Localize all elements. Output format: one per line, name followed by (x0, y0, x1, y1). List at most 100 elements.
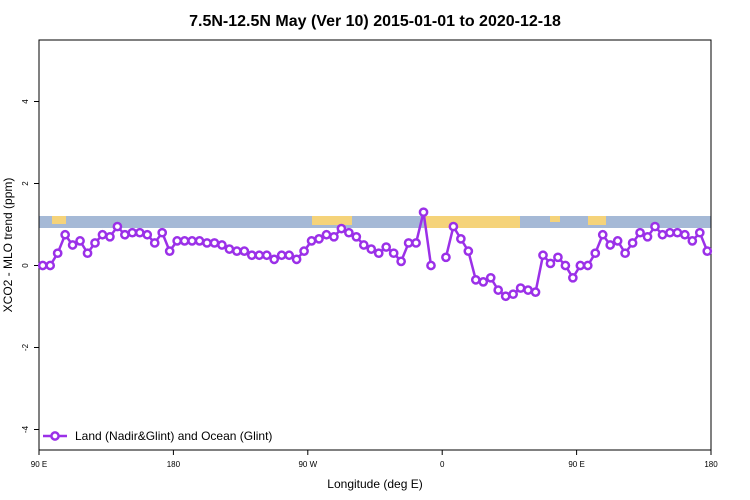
point (366, 244, 377, 254)
y-axis-label: XCO2 - MLO trend (ppm) (1, 178, 15, 313)
legend-marker (50, 431, 60, 441)
point (702, 246, 713, 256)
point (37, 260, 48, 271)
point (456, 234, 466, 244)
point (299, 246, 309, 256)
point (612, 236, 623, 246)
point (642, 231, 653, 242)
point (112, 221, 123, 232)
point (672, 227, 683, 238)
point (127, 227, 138, 238)
point (403, 238, 414, 248)
point (694, 227, 705, 238)
plot-frame (38, 39, 712, 451)
point (329, 231, 339, 242)
point (657, 229, 668, 240)
point (232, 246, 242, 256)
point (284, 250, 294, 261)
point (306, 236, 317, 246)
point (217, 240, 227, 250)
y-tick-label: -2 (21, 343, 30, 351)
point (448, 221, 459, 232)
point (508, 289, 518, 300)
x-axis-label: Longitude (deg E) (327, 477, 422, 491)
point (560, 260, 571, 271)
point (344, 227, 354, 238)
point (60, 229, 70, 240)
x-tick-label: 90 E (31, 460, 47, 469)
point (45, 260, 56, 271)
point (381, 242, 392, 252)
point (321, 229, 332, 240)
x-tick-label: 90 E (568, 460, 584, 469)
point (261, 250, 272, 261)
point (426, 260, 436, 271)
point (605, 240, 616, 250)
point (52, 248, 63, 259)
point (254, 250, 265, 261)
map-strip (39, 216, 711, 228)
point (373, 248, 384, 259)
point (500, 291, 511, 302)
x-tick-label: 90 W (298, 460, 317, 469)
point (388, 248, 399, 259)
point (82, 248, 93, 259)
point (493, 285, 504, 295)
x-tick-label: 180 (704, 460, 718, 469)
point (358, 240, 369, 250)
point (90, 238, 100, 248)
point (172, 236, 182, 246)
point (411, 238, 421, 248)
point (545, 258, 556, 269)
point (553, 252, 563, 263)
point (650, 221, 660, 232)
point (627, 238, 638, 248)
point (276, 250, 287, 261)
point (336, 223, 347, 234)
point (538, 250, 548, 261)
point (665, 227, 675, 238)
legend-label: Land (Nadir&Glint) and Ocean (Glint) (75, 429, 272, 443)
y-tick-label: 4 (21, 99, 30, 104)
point (582, 260, 593, 271)
point (463, 246, 474, 256)
point (485, 272, 496, 283)
point (687, 236, 698, 246)
point (680, 229, 690, 240)
point (97, 229, 108, 240)
point (142, 229, 153, 240)
y-tick-label: 0 (21, 263, 30, 268)
point (620, 248, 630, 259)
point (291, 254, 302, 265)
point (530, 287, 541, 297)
point (149, 238, 160, 248)
point (164, 246, 175, 256)
point (597, 229, 608, 240)
point (134, 227, 145, 238)
point (67, 240, 78, 250)
point (635, 227, 645, 238)
point (239, 246, 250, 256)
point (515, 283, 526, 293)
point (396, 256, 406, 267)
point (470, 275, 481, 285)
point (105, 231, 115, 242)
point (157, 227, 168, 238)
point (523, 285, 533, 295)
chart-title: 7.5N-12.5N May (Ver 10) 2015-01-01 to 20… (189, 13, 561, 30)
point (179, 236, 190, 246)
y-tick-label: -4 (21, 425, 30, 433)
point (202, 238, 212, 248)
point (418, 207, 429, 218)
point (575, 260, 586, 271)
point (246, 250, 257, 261)
point (314, 234, 324, 244)
point (75, 236, 85, 246)
point (351, 231, 362, 242)
point (441, 252, 451, 263)
x-tick-label: 0 (440, 460, 445, 469)
point (224, 244, 235, 254)
y-tick-label: 2 (21, 181, 30, 186)
x-tick-label: 180 (167, 460, 181, 469)
